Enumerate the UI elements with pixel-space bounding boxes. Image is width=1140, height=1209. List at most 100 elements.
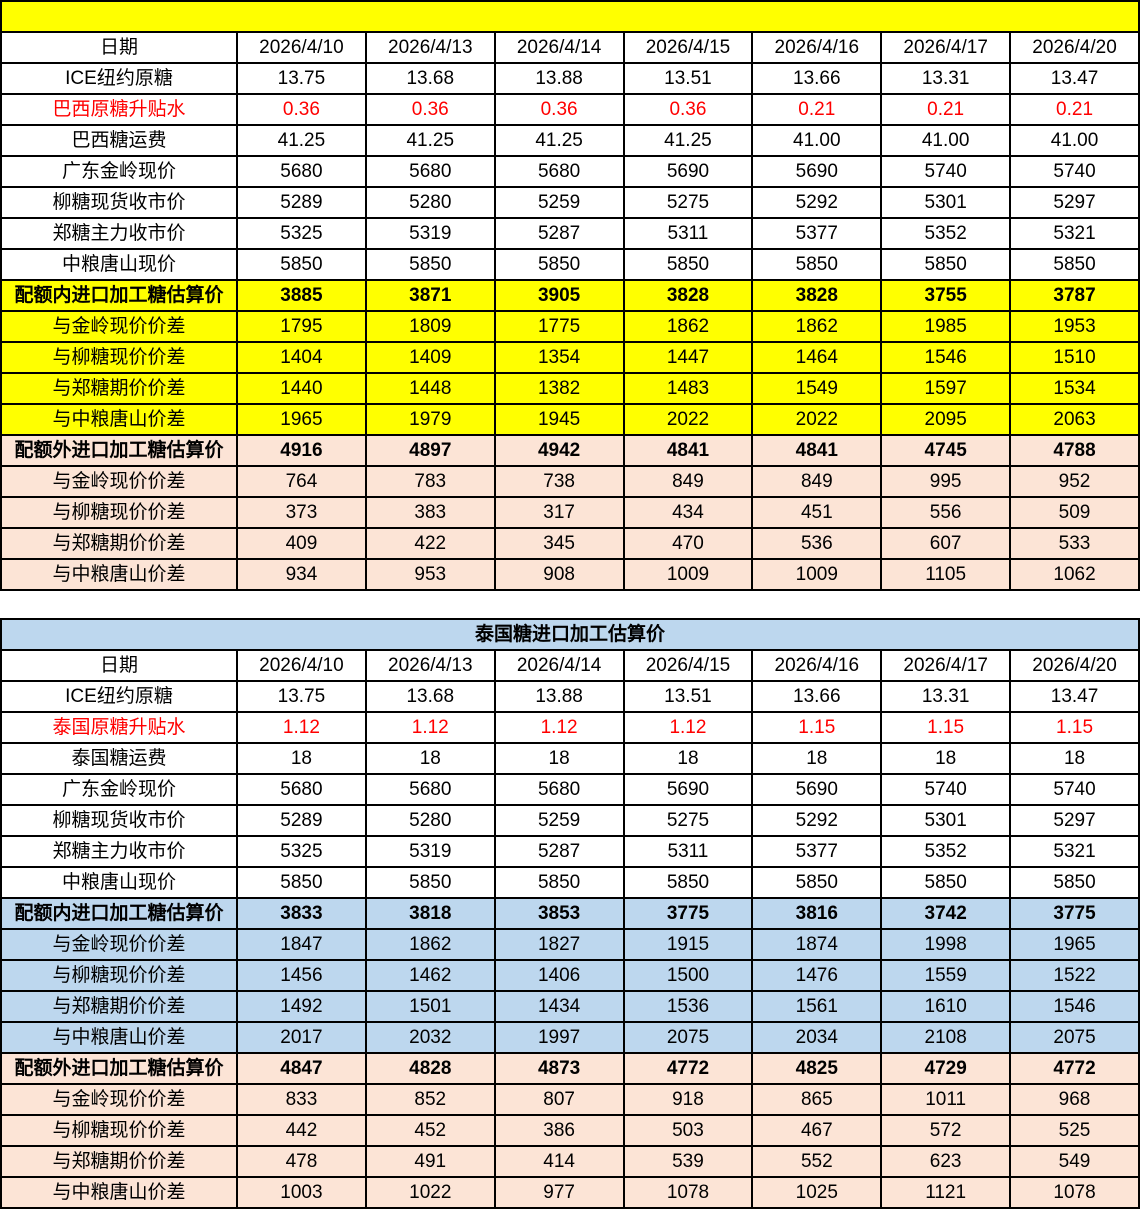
date-header: 2026/4/14 [493, 31, 625, 64]
value-cell: 41.25 [493, 124, 625, 157]
date-header: 2026/4/10 [236, 31, 367, 64]
value-cell: 5352 [880, 217, 1012, 250]
row-label: 配额内进口加工糖估算价 [0, 279, 238, 312]
value-cell: 13.47 [1009, 680, 1140, 713]
date-header: 2026/4/14 [493, 649, 625, 682]
value-cell: 414 [493, 1145, 625, 1178]
value-cell: 41.00 [751, 124, 883, 157]
table-row: 与金岭现价价差 1795 1809 1775 1862 1862 1985 1953 [0, 310, 1140, 343]
value-cell: 5740 [880, 773, 1012, 806]
table-row: 与中粮唐山价差 934 953 908 1009 1009 1105 1062 [0, 558, 1140, 591]
value-cell: 533 [1009, 527, 1140, 560]
value-cell: 1462 [364, 959, 496, 992]
value-cell: 1510 [1009, 341, 1140, 374]
value-cell: 556 [880, 496, 1012, 529]
value-cell: 317 [493, 496, 625, 529]
table-title-row: 泰国糖进口加工估算价 [0, 618, 1140, 651]
value-cell: 13.88 [493, 62, 625, 95]
value-cell: 41.00 [880, 124, 1012, 157]
value-cell: 5850 [622, 248, 754, 281]
value-cell: 5740 [1009, 155, 1140, 188]
value-cell: 968 [1009, 1083, 1140, 1116]
value-cell: 5325 [236, 217, 367, 250]
value-cell: 4788 [1009, 434, 1140, 467]
value-cell: 3905 [493, 279, 625, 312]
value-cell: 3755 [880, 279, 1012, 312]
value-cell: 5850 [880, 248, 1012, 281]
value-cell: 18 [751, 742, 883, 775]
value-cell: 5377 [751, 835, 883, 868]
value-cell: 41.00 [1009, 124, 1140, 157]
value-cell: 1.12 [364, 711, 496, 744]
value-cell: 478 [236, 1145, 367, 1178]
value-cell: 1501 [364, 990, 496, 1023]
value-cell: 4772 [1009, 1052, 1140, 1085]
value-cell: 5325 [236, 835, 367, 868]
row-label: 巴西糖运费 [0, 124, 238, 157]
value-cell: 5850 [622, 866, 754, 899]
row-label: 与中粮唐山价差 [0, 403, 238, 436]
value-cell: 5740 [880, 155, 1012, 188]
value-cell: 1011 [880, 1083, 1012, 1116]
table-row: 与柳糖现价价差 1456 1462 1406 1500 1476 1559 1522 [0, 959, 1140, 992]
row-label: 与金岭现价价差 [0, 1083, 238, 1116]
value-cell: 5850 [236, 248, 367, 281]
value-cell: 1597 [880, 372, 1012, 405]
value-cell: 1546 [1009, 990, 1140, 1023]
value-cell: 1534 [1009, 372, 1140, 405]
value-cell: 5289 [236, 804, 367, 837]
value-cell: 5850 [1009, 866, 1140, 899]
row-label: 配额内进口加工糖估算价 [0, 897, 238, 930]
value-cell: 1775 [493, 310, 625, 343]
value-cell: 5301 [880, 186, 1012, 219]
value-cell: 4828 [364, 1052, 496, 1085]
row-label: ICE纽约原糖 [0, 680, 238, 713]
value-cell: 1847 [236, 928, 367, 961]
value-cell: 572 [880, 1114, 1012, 1147]
value-cell: 345 [493, 527, 625, 560]
table-row: 与柳糖现价价差 373 383 317 434 451 556 509 [0, 496, 1140, 529]
table-row: ICE纽约原糖 13.75 13.68 13.88 13.51 13.66 13.31 13.… [0, 62, 1140, 95]
value-cell: 1.12 [622, 711, 754, 744]
row-label: 配额外进口加工糖估算价 [0, 1052, 238, 1085]
table-row: 与金岭现价价差 1847 1862 1827 1915 1874 1998 1965 [0, 928, 1140, 961]
date-header: 2026/4/15 [622, 649, 754, 682]
value-cell: 18 [236, 742, 367, 775]
value-cell: 2075 [1009, 1021, 1140, 1054]
row-label: ICE纽约原糖 [0, 62, 238, 95]
row-label: 与郑糖期价价差 [0, 990, 238, 1023]
value-cell: 952 [1009, 465, 1140, 498]
value-cell: 1945 [493, 403, 625, 436]
value-cell: 1549 [751, 372, 883, 405]
value-cell: 977 [493, 1176, 625, 1209]
value-cell: 1809 [364, 310, 496, 343]
value-cell: 1997 [493, 1021, 625, 1054]
value-cell: 852 [364, 1083, 496, 1116]
row-label: 配额外进口加工糖估算价 [0, 434, 238, 467]
value-cell: 0.36 [236, 93, 367, 126]
table-row: 郑糖主力收市价 5325 5319 5287 5311 5377 5352 5321 [0, 217, 1140, 250]
value-cell: 1448 [364, 372, 496, 405]
value-cell: 13.66 [751, 680, 883, 713]
value-cell: 13.66 [751, 62, 883, 95]
value-cell: 3818 [364, 897, 496, 930]
value-cell: 738 [493, 465, 625, 498]
row-label: 与金岭现价价差 [0, 928, 238, 961]
value-cell: 5850 [364, 248, 496, 281]
value-cell: 1476 [751, 959, 883, 992]
value-cell: 1559 [880, 959, 1012, 992]
value-cell: 5850 [751, 248, 883, 281]
value-cell: 41.25 [622, 124, 754, 157]
value-cell: 1965 [1009, 928, 1140, 961]
value-cell: 1522 [1009, 959, 1140, 992]
value-cell: 3775 [622, 897, 754, 930]
value-cell: 4772 [622, 1052, 754, 1085]
value-cell: 5259 [493, 804, 625, 837]
value-cell: 5690 [751, 155, 883, 188]
table-row: 巴西原糖升贴水 0.36 0.36 0.36 0.36 0.21 0.21 0.21 [0, 93, 1140, 126]
date-header: 2026/4/20 [1009, 649, 1140, 682]
table-row: 与郑糖期价价差 1440 1448 1382 1483 1549 1597 1534 [0, 372, 1140, 405]
row-label: 与郑糖期价价差 [0, 1145, 238, 1178]
value-cell: 1500 [622, 959, 754, 992]
value-cell: 5850 [493, 866, 625, 899]
